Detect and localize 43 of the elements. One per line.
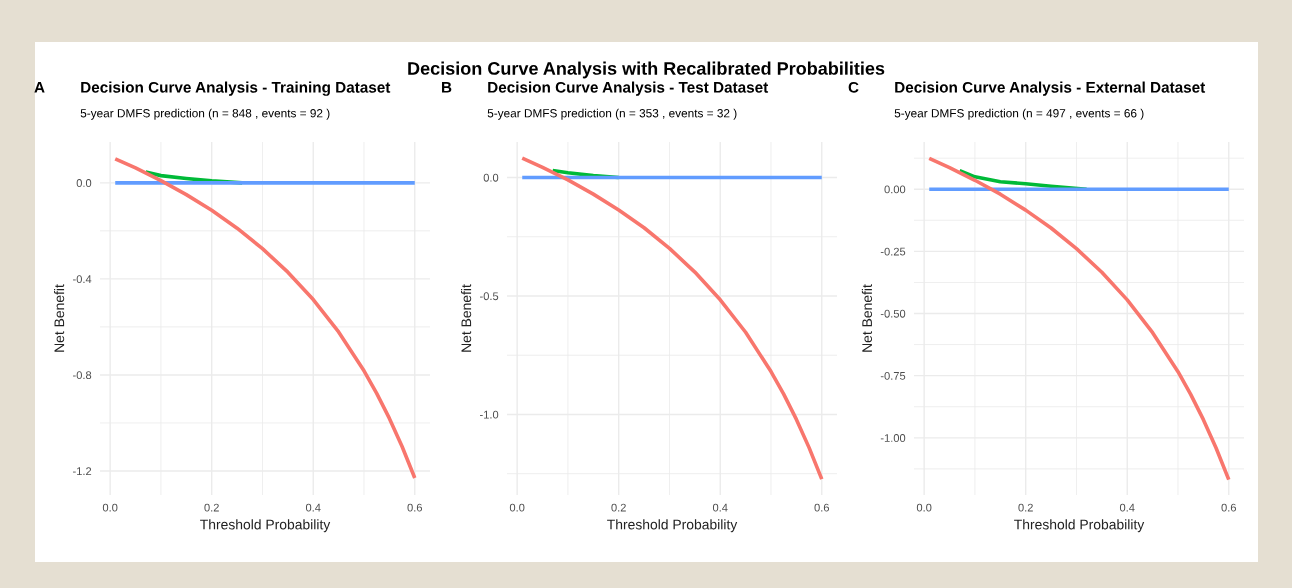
- y-axis-title: Net Benefit: [54, 284, 65, 352]
- x-tick-label: 0.4: [305, 503, 321, 512]
- y-axis-title: Net Benefit: [461, 284, 472, 352]
- y-tick-label: -1.2: [73, 467, 92, 476]
- x-tick-label: 0.4: [1119, 503, 1135, 512]
- chart-title: Decision Curve Analysis - Test Dataset: [488, 81, 769, 96]
- y-tick-label: -1.0: [480, 410, 499, 419]
- x-tick-label: 0.4: [712, 503, 728, 512]
- text: C: [848, 81, 859, 93]
- y-tick-label: -0.25: [880, 247, 906, 256]
- line-series: [927, 156, 1231, 482]
- text: B: [442, 82, 452, 93]
- y-tick-label: -1.00: [880, 434, 906, 442]
- x-axis-title: Threshold Probability: [200, 519, 331, 533]
- x-axis-title: Threshold Probability: [607, 519, 738, 533]
- y-tick-label: -0.50: [880, 309, 906, 318]
- x-tick-label: 0.2: [611, 503, 626, 512]
- x-axis-title: Threshold Probability: [1014, 519, 1145, 533]
- chart-subtitle: 5-year DMFS prediction (n = 353 , events = 32 ): [487, 108, 737, 120]
- line-series: [113, 157, 417, 480]
- y-tick-label: -0.8: [73, 371, 92, 380]
- text: Decision Curve Analysis with Recalibrated Probabilities: [408, 61, 885, 79]
- x-tick-label: 0.0: [509, 503, 525, 512]
- text: A: [34, 82, 45, 93]
- y-tick-label: 0.0: [483, 173, 499, 182]
- chart-title: Decision Curve Analysis - Training Dataset: [81, 81, 391, 96]
- x-tick-label: 0.6: [814, 503, 829, 512]
- x-tick-label: 0.2: [1018, 503, 1033, 512]
- chart-subtitle: 5-year DMFS prediction (n = 848 , events = 92 ): [80, 108, 330, 120]
- y-tick-label: -0.75: [880, 371, 906, 380]
- x-tick-label: 0.0: [916, 503, 932, 512]
- chart-title: Decision Curve Analysis - External Dataset: [895, 81, 1206, 96]
- chart-subtitle: 5-year DMFS prediction (n = 497 , events = 66 ): [894, 108, 1144, 120]
- y-tick-label: 0.0: [76, 179, 92, 187]
- x-tick-label: 0.6: [407, 503, 422, 512]
- y-tick-label: -0.5: [480, 292, 499, 301]
- y-axis-title: Net Benefit: [861, 284, 873, 352]
- y-tick-label: -0.4: [73, 275, 92, 284]
- x-tick-label: 0.0: [102, 503, 118, 512]
- line-series: [520, 156, 824, 481]
- y-tick-label: 0.00: [884, 185, 906, 194]
- x-tick-label: 0.6: [1221, 503, 1236, 512]
- x-tick-label: 0.2: [204, 503, 219, 512]
